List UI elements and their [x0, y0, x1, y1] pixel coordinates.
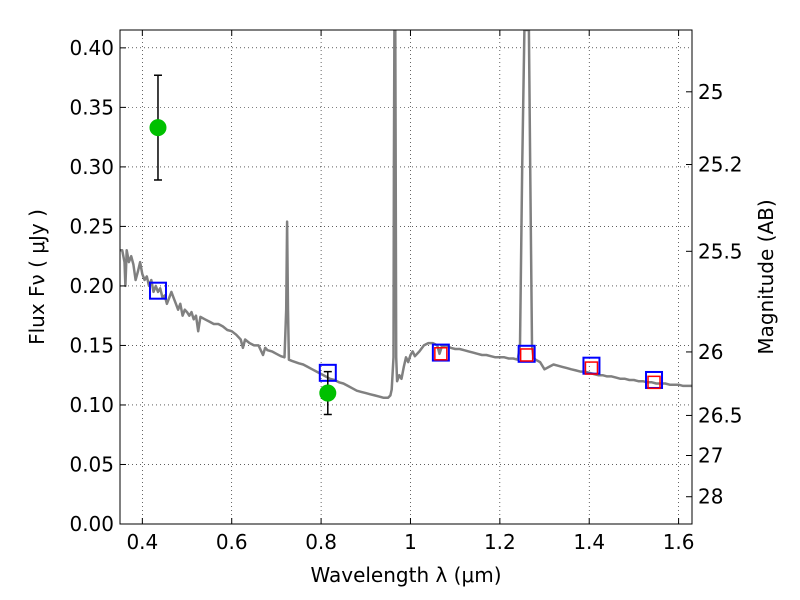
mag-tick-label: 28 — [698, 485, 723, 509]
y-tick-label: 0.35 — [69, 95, 114, 119]
tick-marks — [120, 30, 692, 525]
mag-tick-label: 25.5 — [698, 239, 743, 263]
mag-tick-label: 27 — [698, 444, 723, 468]
y-tick-label: 0.15 — [69, 333, 114, 357]
model-photometry-point — [431, 343, 450, 362]
y-tick-label: 0.10 — [69, 393, 114, 417]
x-tick-label: 1.6 — [663, 530, 695, 554]
observed-flux-point — [319, 384, 337, 402]
model-photometry-point — [517, 344, 536, 363]
y-tick-label: 0.30 — [69, 155, 114, 179]
x-tick-label: 0.6 — [216, 530, 248, 554]
observed-photometry-point — [584, 361, 599, 375]
y-tick-label: 0.20 — [69, 274, 114, 298]
x-tick-label: 0.4 — [126, 530, 158, 554]
y2-axis-title: Magnitude (AB) — [754, 199, 778, 354]
observed-photometry-point — [519, 348, 534, 362]
mag-tick-label: 26.5 — [698, 403, 743, 427]
observed-photometry-point — [647, 375, 661, 390]
x-tick-label: 1.2 — [484, 530, 516, 554]
plot-frame — [119, 29, 693, 525]
y-tick-label: 0.25 — [69, 214, 114, 238]
observed-flux-point — [149, 119, 167, 137]
x-tick-label: 1.4 — [573, 530, 605, 554]
mag-tick-label: 25 — [698, 80, 723, 104]
y-tick-label: 0.00 — [69, 512, 114, 536]
grid-lines — [120, 30, 692, 525]
mag-tick-label: 26 — [698, 340, 723, 364]
observed-photometry-point — [434, 347, 448, 361]
x-tick-label: 1 — [404, 530, 417, 554]
model-photometry-point — [148, 281, 167, 300]
y-axis-title: Flux Fν ( μJy ) — [25, 209, 49, 345]
y-tick-label: 0.05 — [69, 452, 114, 476]
x-axis-title: Wavelength λ (μm) — [310, 563, 501, 587]
mag-tick-label: 25.2 — [698, 153, 743, 177]
y-tick-label: 0.40 — [69, 36, 114, 60]
spectrum-line — [120, 30, 692, 400]
data-layer — [120, 30, 692, 416]
x-tick-label: 0.8 — [305, 530, 337, 554]
